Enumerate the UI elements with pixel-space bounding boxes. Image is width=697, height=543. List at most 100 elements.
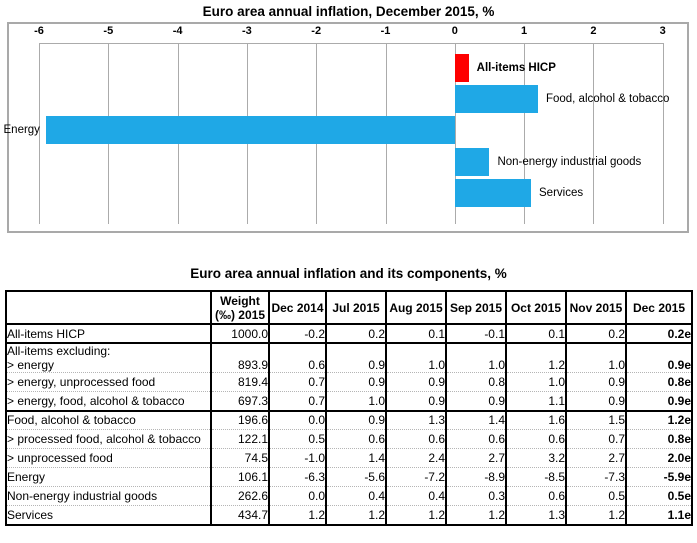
- axis-tick-label: -3: [242, 25, 252, 37]
- table-cell: -5.9e: [625, 467, 693, 487]
- bar-label: Food, alcohol & tobacco: [545, 93, 670, 106]
- column-header: Jul 2015: [325, 291, 387, 325]
- column-header-line: Nov 2015: [569, 300, 623, 315]
- table-row: Services 434.7 1.2 1.2 1.2 1.2 1.3 1.2 1.1e: [5, 505, 693, 525]
- table-cell: 0.9e: [625, 342, 693, 373]
- grid-line: [593, 43, 595, 224]
- table-cell: -1.0: [268, 448, 327, 468]
- grid-line: [454, 43, 456, 224]
- table-cell: 0.2: [325, 324, 387, 343]
- table-cell: 0.5: [268, 429, 327, 449]
- column-header: Dec 2014: [268, 291, 327, 325]
- row-label: > unprocessed food: [5, 448, 212, 468]
- row-label-line: All-items HICP: [7, 326, 86, 341]
- table-cell: 0.6: [325, 429, 387, 449]
- table-cell: 1.2: [385, 505, 447, 525]
- table-cell: 1.2: [565, 505, 627, 525]
- axis-tick-label: -2: [311, 25, 322, 37]
- row-label: Food, alcohol & tobacco: [5, 409, 212, 430]
- bar-label: Energy: [3, 124, 40, 137]
- table-row: Non-energy industrial goods 262.6 0.0 0.4 0.…: [5, 486, 693, 506]
- table-cell: 0.9: [445, 391, 507, 411]
- chart-bar: [454, 54, 469, 82]
- column-header: Oct 2015: [505, 291, 567, 325]
- table-cell: 0.2e: [625, 324, 693, 343]
- row-label-line: > energy, food, alcohol & tobacco: [7, 393, 185, 408]
- table-cell: 0.9: [325, 372, 387, 392]
- table-cell: 2.7: [445, 448, 507, 468]
- table-cell: 0.4: [325, 486, 387, 506]
- table-cell: 106.1: [210, 467, 270, 487]
- inflation-bar-chart: -6 -5 -4 -3 -2 -1 0 1 2 3 All-items HICP Food, alco…: [3, 22, 689, 233]
- row-label: > energy, food, alcohol & tobacco: [5, 391, 212, 411]
- table-cell: 0.9: [325, 342, 387, 373]
- row-label: All-items HICP: [5, 324, 212, 343]
- table-cell: 0.4: [385, 486, 447, 506]
- table-cell: -8.5: [505, 467, 567, 487]
- table-cell: 1.2: [268, 505, 327, 525]
- table-cell: 1.0: [445, 342, 507, 373]
- row-label-line: Food, alcohol & tobacco: [7, 413, 136, 428]
- table-header: Weight (‰) 2015 Dec 2014 Jul 2015 Aug 2015 Se…: [5, 291, 693, 325]
- row-label-line: Services: [7, 507, 54, 522]
- table-cell: 3.2: [505, 448, 567, 468]
- table-cell: 196.6: [210, 409, 270, 430]
- column-header-line: Weight: [220, 293, 260, 308]
- column-header-line: Dec 2014: [271, 300, 324, 315]
- table-cell: 0.0: [268, 486, 327, 506]
- table-cell: 1.3: [505, 505, 567, 525]
- table-cell: 0.9: [325, 409, 387, 430]
- table-cell: -6.3: [268, 467, 327, 487]
- column-header: Weight (‰) 2015: [210, 291, 270, 325]
- table-cell: 1.1e: [625, 505, 693, 525]
- inflation-components-table: Weight (‰) 2015 Dec 2014 Jul 2015 Aug 2015 Se…: [5, 290, 693, 526]
- table-cell: 0.0: [268, 409, 327, 430]
- row-label: All-items excluding: > energy: [5, 342, 212, 373]
- table-cell: 262.6: [210, 486, 270, 506]
- table-cell: 1000.0: [210, 324, 270, 343]
- column-header-line: Sep 2015: [449, 300, 503, 315]
- axis-tick-label: 3: [659, 25, 666, 37]
- column-header: Dec 2015: [625, 291, 693, 325]
- bar-label: All-items HICP: [476, 62, 556, 74]
- table-row: All-items HICP 1000.0 -0.2 0.2 0.1 -0.1 0.1 0.2…: [5, 324, 693, 343]
- column-header-line: Aug 2015: [389, 300, 443, 315]
- table-cell: 0.8e: [625, 429, 693, 449]
- column-header-line: (‰) 2015: [214, 307, 266, 322]
- column-header: Nov 2015: [565, 291, 627, 325]
- table-cell: 697.3: [210, 391, 270, 411]
- table-cell: 1.0: [565, 342, 627, 373]
- table-cell: 0.9: [565, 391, 627, 411]
- table-cell: 0.9: [385, 391, 447, 411]
- table-cell: 0.7: [268, 391, 327, 411]
- table-cell: 0.6: [505, 429, 567, 449]
- axis-tick-label: 0: [451, 25, 458, 37]
- table-cell: 0.6: [445, 429, 507, 449]
- table-cell: -0.2: [268, 324, 327, 343]
- table-cell: -7.2: [385, 467, 447, 487]
- table-cell: 0.5e: [625, 486, 693, 506]
- axis-tick-label: 2: [590, 25, 597, 37]
- row-label: Non-energy industrial goods: [5, 486, 212, 506]
- table-row: > unprocessed food 74.5 -1.0 1.4 2.4 2.7 3.2 2.…: [5, 448, 693, 468]
- table-cell: 893.9: [210, 342, 270, 373]
- row-label-line: > processed food, alcohol & tobacco: [7, 432, 201, 446]
- row-label-line: Non-energy industrial goods: [7, 489, 158, 503]
- table-cell: 0.8e: [625, 372, 693, 392]
- table-cell: 2.4: [385, 448, 447, 468]
- table-cell: 2.7: [565, 448, 627, 468]
- chart-title: Euro area annual inflation, December 201…: [202, 4, 495, 19]
- table-cell: 434.7: [210, 505, 270, 525]
- grid-line: [524, 43, 526, 224]
- table-row: > energy, food, alcohol & tobacco 697.3 0.…: [5, 391, 693, 411]
- axis-tick-label: -4: [172, 25, 183, 37]
- table-cell: 0.8: [445, 372, 507, 392]
- column-header: [5, 291, 212, 325]
- table-cell: 0.9: [385, 372, 447, 392]
- table-cell: 1.2: [445, 505, 507, 525]
- table-body: All-items HICP 1000.0 -0.2 0.2 0.1 -0.1 0.1 0.2…: [5, 324, 693, 525]
- column-header: Aug 2015: [385, 291, 447, 325]
- table-row: > energy, unprocessed food 819.4 0.7 0.9 0.9…: [5, 372, 693, 392]
- grid-line: [39, 43, 40, 224]
- header-row: Weight (‰) 2015 Dec 2014 Jul 2015 Aug 2015 Se…: [5, 291, 693, 325]
